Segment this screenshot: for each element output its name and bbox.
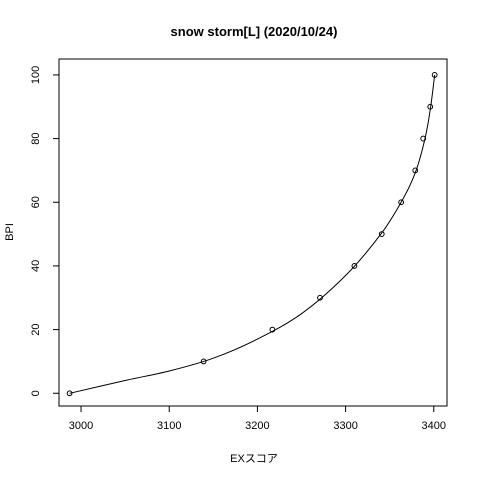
y-tick-label: 20 [30,323,42,335]
x-tick-label: 3100 [157,420,181,432]
y-tick-label: 40 [30,260,42,272]
data-point [412,167,419,174]
data-point [431,72,438,78]
data-point [200,358,207,365]
y-tick-label: 100 [30,66,42,84]
data-point [351,263,358,269]
x-tick-label: 3300 [333,420,357,432]
plot-box [58,58,448,407]
x-tick-label: 3000 [69,420,93,432]
data-point [427,103,434,110]
data-points [66,72,438,397]
y-axis: 0 20 40 60 80 100 [30,66,59,396]
x-tick-label: 3400 [422,420,446,432]
data-point [317,294,323,301]
data-point [66,390,73,397]
data-point [378,231,385,237]
y-tick-label: 0 [30,390,42,396]
x-tick-label: 3200 [245,420,269,432]
y-tick-label: 80 [30,132,42,144]
x-axis-label: EXスコア [230,453,278,465]
data-point [269,326,276,333]
y-tick-label: 60 [30,196,42,208]
data-point [398,199,405,206]
fit-curve [69,74,436,394]
x-axis: 3000 3100 3200 3300 3400 [69,406,446,432]
chart-title: snow storm[L] (2020/10/24) [171,24,338,39]
y-axis-label: BPI [4,223,16,241]
data-point [420,135,427,142]
